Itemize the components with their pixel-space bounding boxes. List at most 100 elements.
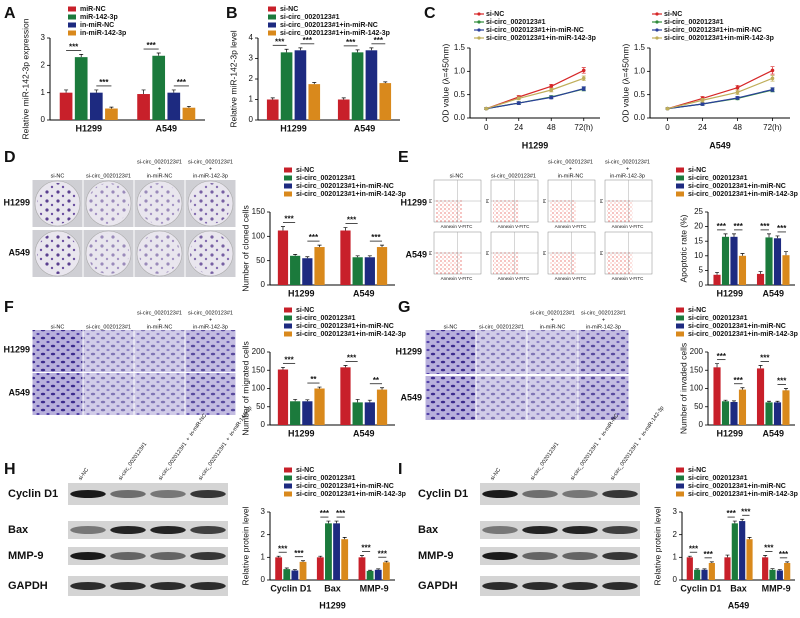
legend-label: si-circ_0020123#1+in-miR-142-3p xyxy=(296,491,406,498)
blot-band xyxy=(562,552,598,560)
error-bar xyxy=(384,560,389,563)
bar xyxy=(294,50,307,120)
legend-label: si-circ_0020123#1+in-miR-NC xyxy=(486,27,584,34)
column-label: si-circ_0020123#1 xyxy=(605,159,650,165)
bar xyxy=(137,94,150,120)
legend-label: si-circ_0020123#1+in-miR-NC xyxy=(296,183,394,190)
colonies xyxy=(190,183,231,224)
colonies xyxy=(37,233,78,274)
panel-letter: E xyxy=(398,149,409,166)
panel-letter: H xyxy=(4,461,16,478)
legend-label: miR-142-3p xyxy=(80,14,118,21)
error-bar xyxy=(64,89,69,93)
x-tick-label: A549 xyxy=(155,123,177,133)
blot-strip xyxy=(480,483,640,505)
column-label-line: si-circ_0020123#1 xyxy=(118,442,149,482)
y-tick-label: 50 xyxy=(256,402,265,411)
legend-swatch xyxy=(284,467,292,473)
significance-label: *** xyxy=(336,509,346,518)
bar xyxy=(738,255,747,285)
y-tick-label: 50 xyxy=(694,402,703,411)
panel-letter: A xyxy=(4,5,16,22)
error-bar xyxy=(731,233,736,237)
bar xyxy=(352,402,363,425)
y-axis-label: Number of migrated cells xyxy=(240,341,250,435)
legend-label: si-circ_0020123#1+in-miR-142-3p xyxy=(296,191,406,198)
significance-label: *** xyxy=(347,354,357,363)
flow-x-axis: Annexin V-FITC xyxy=(612,224,645,229)
error-bar xyxy=(770,568,775,570)
blot-band xyxy=(150,552,186,560)
x-tick-label: Bax xyxy=(324,583,341,593)
point xyxy=(735,90,740,95)
row-label: Cyclin D1 xyxy=(418,488,468,500)
blot-band xyxy=(190,526,226,534)
significance-label: *** xyxy=(371,233,381,242)
legend-label: in-miR-142-3p xyxy=(80,30,126,37)
series-line xyxy=(486,69,585,110)
legend-label: si-circ_0020123#1+in-miR-NC xyxy=(664,27,762,34)
y-tick-label: 20 xyxy=(694,222,703,231)
legend-marker xyxy=(655,12,659,16)
error-bar xyxy=(702,568,707,570)
panel-letter: G xyxy=(398,299,410,316)
error-bar xyxy=(355,255,360,258)
panel-letter: D xyxy=(4,149,16,166)
legend-label: si-circ_0020123#1+in-miR-NC xyxy=(280,22,378,29)
bar xyxy=(721,236,730,285)
panel-letter: F xyxy=(4,299,14,316)
legend-swatch xyxy=(284,175,292,181)
y-tick-label: 0.5 xyxy=(634,90,646,99)
significance-label: *** xyxy=(284,215,294,224)
micrograph xyxy=(527,376,578,420)
blot-band xyxy=(70,490,106,498)
significance-label: *** xyxy=(374,36,384,45)
y-tick-label: 100 xyxy=(252,384,266,393)
y-tick-label: 0.0 xyxy=(634,113,646,122)
error-bar xyxy=(740,518,745,522)
bar xyxy=(376,247,388,285)
legend-marker xyxy=(655,20,659,24)
y-tick-label: 100 xyxy=(252,231,266,240)
blot-band xyxy=(522,490,558,498)
point xyxy=(581,76,586,81)
blot-band xyxy=(562,490,598,498)
legend-swatch xyxy=(284,483,292,489)
significance-label: *** xyxy=(99,78,109,87)
y-axis-label: Relative protein level xyxy=(240,506,250,585)
blot-strip xyxy=(68,483,228,505)
x-tick-label: 0 xyxy=(665,123,670,132)
bar xyxy=(277,369,289,425)
error-bar xyxy=(367,255,372,258)
column-label-line: + xyxy=(185,437,192,443)
y-axis-label: Relative protein level xyxy=(652,506,662,585)
bar xyxy=(686,557,693,580)
error-bar xyxy=(280,226,285,231)
legend-label: si-NC xyxy=(486,11,504,18)
error-bar xyxy=(298,47,303,51)
column-label-line: + xyxy=(597,437,604,443)
bar xyxy=(314,247,325,285)
bar xyxy=(283,569,291,580)
legend-swatch xyxy=(284,475,292,481)
legend-marker xyxy=(477,28,481,32)
column-label: + xyxy=(569,166,572,172)
bar xyxy=(776,570,783,580)
column-label: si-circ_0020123#1 xyxy=(491,173,536,179)
y-tick-label: 2 xyxy=(673,530,678,539)
y-tick-label: 0 xyxy=(261,575,266,584)
error-bar xyxy=(380,387,385,390)
column-label: in-miR-NC xyxy=(147,173,173,179)
bar xyxy=(756,273,765,285)
column-label: si-NC xyxy=(450,173,464,179)
y-tick-label: 150 xyxy=(690,365,704,374)
y-tick-label: 150 xyxy=(252,207,266,216)
flow-y-axis: PI xyxy=(542,199,547,203)
point xyxy=(549,84,554,89)
x-axis-label: H1299 xyxy=(522,140,549,150)
error-bar xyxy=(156,52,161,56)
error-bar xyxy=(359,555,364,558)
bar xyxy=(182,107,196,120)
series-line xyxy=(486,77,584,110)
error-bar xyxy=(758,365,763,369)
